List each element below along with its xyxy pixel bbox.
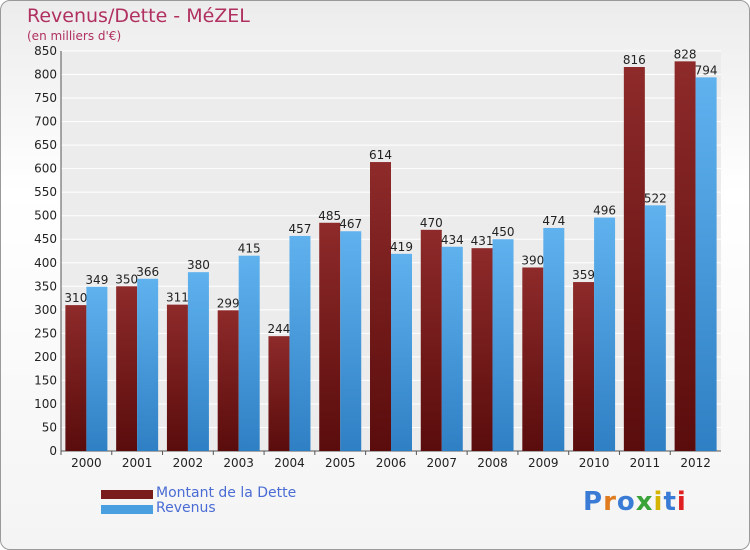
y-tick-label: 100 bbox=[34, 397, 57, 411]
x-tick-label: 2011 bbox=[630, 456, 661, 470]
bar-dette bbox=[522, 267, 544, 451]
logo-letter: o bbox=[616, 487, 636, 517]
y-tick-label: 0 bbox=[49, 444, 57, 458]
y-tick-label: 300 bbox=[34, 303, 57, 317]
logo-letter: i bbox=[676, 487, 687, 517]
y-tick-label: 350 bbox=[34, 279, 57, 293]
y-tick-label: 500 bbox=[34, 209, 57, 223]
y-tick-label: 150 bbox=[34, 373, 57, 387]
data-label-revenus: 349 bbox=[85, 273, 108, 287]
x-tick-label: 2002 bbox=[173, 456, 204, 470]
y-tick-label: 850 bbox=[34, 44, 57, 58]
bar-revenus bbox=[238, 255, 260, 451]
y-tick-label: 750 bbox=[34, 91, 57, 105]
bar-dette bbox=[268, 336, 290, 451]
bar-revenus bbox=[391, 253, 412, 451]
bar-dette bbox=[217, 310, 239, 451]
data-label-revenus: 450 bbox=[492, 225, 515, 239]
bar-revenus bbox=[492, 239, 514, 451]
bar-dette bbox=[471, 248, 493, 451]
y-tick-label: 550 bbox=[34, 185, 57, 199]
x-tick-label: 2010 bbox=[579, 456, 610, 470]
data-label-dette: 431 bbox=[471, 234, 494, 248]
data-label-dette: 244 bbox=[268, 322, 291, 336]
bar-dette bbox=[573, 282, 595, 451]
bar-revenus bbox=[695, 77, 717, 452]
legend-label-dette: Montant de la Dette bbox=[156, 485, 297, 501]
x-tick-label: 2008 bbox=[477, 456, 508, 470]
data-label-revenus: 467 bbox=[339, 217, 362, 231]
bar-revenus bbox=[340, 231, 362, 451]
bar-dette bbox=[65, 305, 87, 451]
chart-title: Revenus/Dette - MéZEL bbox=[27, 5, 250, 27]
bar-revenus bbox=[137, 278, 159, 451]
data-label-dette: 614 bbox=[369, 148, 392, 162]
x-tick-label: 2005 bbox=[325, 456, 356, 470]
bar-chart: 0 50 100 150 200 250 300 350 400 450 500 550 600 650 7… bbox=[34, 44, 721, 470]
y-tick-label: 250 bbox=[34, 326, 57, 340]
data-label-dette: 310 bbox=[64, 291, 87, 305]
bar-dette bbox=[116, 286, 138, 451]
bar-revenus bbox=[86, 286, 108, 451]
y-tick-label: 700 bbox=[34, 115, 57, 129]
data-label-revenus: 474 bbox=[542, 214, 565, 228]
data-label-revenus: 457 bbox=[289, 222, 312, 236]
data-label-dette: 390 bbox=[521, 253, 544, 267]
x-tick-label: 2004 bbox=[274, 456, 305, 470]
y-tick-label: 450 bbox=[34, 232, 57, 246]
x-tick-label: 2007 bbox=[426, 456, 457, 470]
x-tick-label: 2000 bbox=[71, 456, 102, 470]
y-tick-label: 200 bbox=[34, 350, 57, 364]
logo-letter: i bbox=[653, 487, 664, 517]
data-label-revenus: 434 bbox=[441, 233, 464, 247]
y-tick-label: 650 bbox=[34, 138, 57, 152]
bar-dette bbox=[370, 162, 391, 451]
x-tick-label: 2001 bbox=[122, 456, 153, 470]
x-tick-label: 2003 bbox=[223, 456, 254, 470]
bar-dette bbox=[420, 229, 442, 451]
y-tick-label: 400 bbox=[34, 256, 57, 270]
data-label-dette: 311 bbox=[166, 291, 189, 305]
legend-swatch-dette bbox=[101, 490, 153, 499]
chart-subtitle: (en milliers d'€) bbox=[27, 29, 122, 43]
bar-dette bbox=[623, 67, 645, 451]
bar-revenus bbox=[187, 272, 209, 451]
bar-revenus bbox=[289, 235, 311, 451]
data-label-revenus: 419 bbox=[390, 240, 413, 254]
data-label-revenus: 380 bbox=[187, 258, 210, 272]
x-tick-label: 2006 bbox=[376, 456, 407, 470]
y-tick-label: 800 bbox=[34, 68, 57, 82]
proxiti-logo: Proxiti bbox=[583, 487, 687, 517]
data-label-dette: 359 bbox=[572, 268, 595, 282]
bar-dette bbox=[674, 61, 696, 452]
data-label-dette: 470 bbox=[420, 216, 443, 230]
legend-label-revenus: Revenus bbox=[156, 500, 216, 516]
logo-letter: P bbox=[583, 487, 604, 517]
data-label-revenus: 794 bbox=[695, 63, 718, 77]
data-label-revenus: 496 bbox=[593, 204, 616, 218]
y-tick-label: 50 bbox=[42, 420, 57, 434]
data-label-dette: 485 bbox=[318, 209, 341, 223]
data-label-dette: 828 bbox=[674, 47, 697, 61]
data-label-revenus: 522 bbox=[644, 191, 667, 205]
bar-dette bbox=[166, 304, 188, 451]
logo-letter: t bbox=[663, 487, 677, 517]
bar-revenus bbox=[543, 227, 565, 451]
bar-revenus bbox=[594, 217, 616, 451]
data-label-dette: 350 bbox=[115, 272, 138, 286]
data-label-revenus: 415 bbox=[238, 242, 261, 256]
data-label-dette: 299 bbox=[217, 296, 240, 310]
bar-revenus bbox=[441, 246, 463, 451]
logo-letter: r bbox=[603, 487, 617, 517]
legend-swatch-revenus bbox=[101, 505, 153, 514]
data-label-dette: 816 bbox=[623, 53, 646, 67]
bar-revenus bbox=[644, 205, 666, 451]
logo-letter: x bbox=[635, 487, 654, 517]
x-tick-label: 2009 bbox=[528, 456, 559, 470]
data-label-revenus: 366 bbox=[136, 265, 159, 279]
y-tick-label: 600 bbox=[34, 162, 57, 176]
bar-dette bbox=[319, 222, 341, 451]
x-tick-label: 2012 bbox=[680, 456, 711, 470]
